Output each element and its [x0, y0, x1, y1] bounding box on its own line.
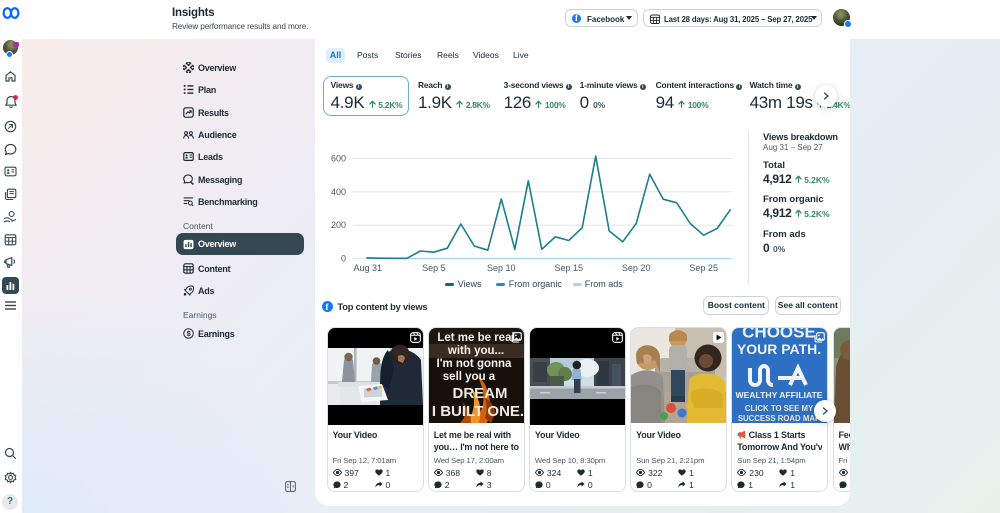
svg-text:DREAM: DREAM — [452, 385, 507, 402]
svg-text:WEALTHY AFFILIATE: WEALTHY AFFILIATE — [736, 390, 823, 400]
svg-text:Aug 31: Aug 31 — [354, 263, 383, 273]
svg-text:0: 0 — [341, 254, 346, 264]
svg-text:Sep 20: Sep 20 — [622, 263, 651, 273]
svg-text:sell you a: sell you a — [442, 371, 495, 383]
svg-text:CHOOSE: CHOOSE — [742, 328, 816, 342]
svg-text:Let me be real: Let me be real — [437, 332, 514, 344]
svg-text:CLICK TO SEE MY: CLICK TO SEE MY — [745, 404, 814, 413]
svg-text:$: $ — [187, 329, 191, 338]
svg-text:SUCCESS ROAD MAP: SUCCESS ROAD MAP — [738, 414, 820, 423]
svg-text:I BUILT ONE.: I BUILT ONE. — [432, 403, 524, 420]
svg-text:I'm not gonna: I'm not gonna — [436, 358, 512, 370]
svg-text:Sep 25: Sep 25 — [689, 263, 718, 273]
svg-text:200: 200 — [331, 220, 346, 230]
svg-text:YOUR PATH.: YOUR PATH. — [737, 341, 821, 357]
svg-text:400: 400 — [331, 187, 346, 197]
svg-text:Sep 10: Sep 10 — [487, 263, 516, 273]
svg-text:600: 600 — [331, 154, 346, 164]
svg-text:Sep 5: Sep 5 — [422, 263, 446, 273]
svg-text:Sep 15: Sep 15 — [555, 263, 584, 273]
svg-text:with you...: with you... — [447, 345, 504, 357]
